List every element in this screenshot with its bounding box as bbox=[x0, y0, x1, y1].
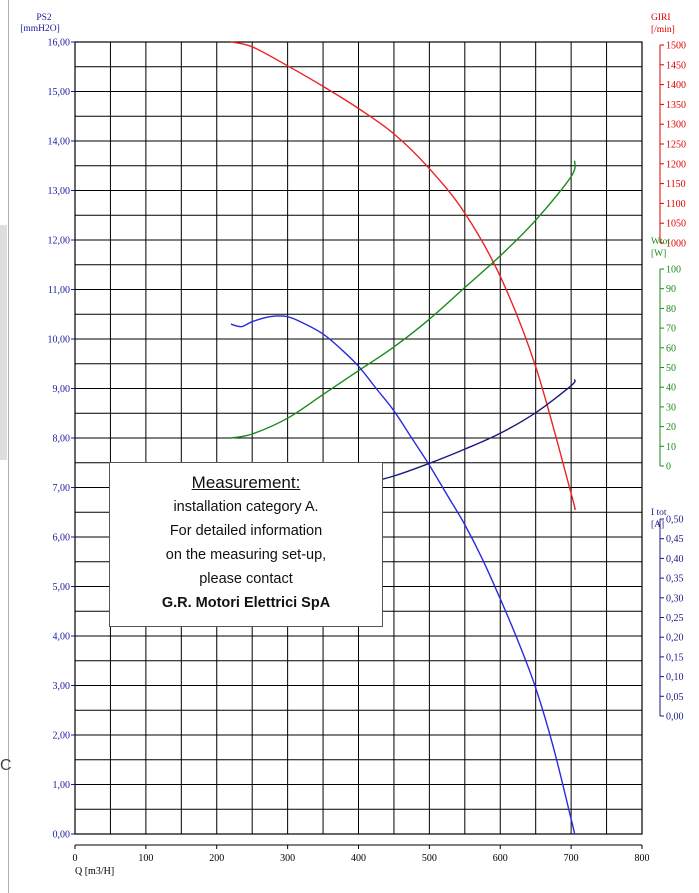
giri-tick-label: 1250 bbox=[666, 140, 686, 151]
itot-tick-label: 0,30 bbox=[666, 593, 684, 604]
wtot-tick-label: 70 bbox=[666, 324, 676, 335]
x-tick-label: 700 bbox=[564, 853, 579, 864]
note-line-3: on the measuring set-up, bbox=[165, 547, 327, 563]
giri-tick-label: 1200 bbox=[666, 159, 686, 170]
giri-tick-label: 1400 bbox=[666, 80, 686, 91]
ps2-tick-label: 15,00 bbox=[48, 87, 71, 98]
giri-series-line bbox=[230, 41, 576, 511]
wtot-tick-label: 20 bbox=[666, 422, 676, 433]
x-axis-title: Q [m3/H] bbox=[75, 866, 114, 877]
note-company: G.R. Motori Elettrici SpA bbox=[161, 595, 331, 611]
wtot-tick-label: 90 bbox=[666, 284, 676, 295]
ps2-tick-label: 2,00 bbox=[53, 731, 71, 742]
itot-tick-label: 0,20 bbox=[666, 633, 684, 644]
giri-tick-label: 1050 bbox=[666, 219, 686, 230]
wtot-tick-label: 40 bbox=[666, 383, 676, 394]
ps2-tick-label: 11,00 bbox=[48, 285, 70, 296]
x-tick-label: 200 bbox=[209, 853, 224, 864]
ps2-axis: 0,00 1,00 2,00 3,00 4,00 5,00 6,00 7,00 8,00 9,00… bbox=[20, 13, 75, 841]
ps2-tick-label: 9,00 bbox=[53, 384, 71, 395]
wtot-series-line bbox=[230, 160, 576, 439]
itot-tick-label: 0,25 bbox=[666, 613, 684, 624]
ps2-tick-label: 12,00 bbox=[48, 236, 71, 247]
ps2-tick-label: 3,00 bbox=[53, 681, 71, 692]
stray-char: C bbox=[0, 757, 12, 774]
itot-tick-label: 0,00 bbox=[666, 712, 684, 723]
itot-tick-label: 0,45 bbox=[666, 534, 684, 545]
wtot-tick-label: 60 bbox=[666, 343, 676, 354]
x-tick-label: 800 bbox=[635, 853, 650, 864]
x-tick-label: 500 bbox=[422, 853, 437, 864]
wtot-tick-label: 100 bbox=[666, 265, 681, 276]
giri-axis-title: GIRI bbox=[651, 13, 671, 23]
x-tick-label: 300 bbox=[280, 853, 295, 864]
ps2-tick-label: 0,00 bbox=[53, 830, 71, 841]
x-tick-label: 400 bbox=[351, 853, 366, 864]
giri-tick-label: 1450 bbox=[666, 60, 686, 71]
ps2-axis-title: PS2 bbox=[36, 13, 52, 23]
ps2-tick-label: 5,00 bbox=[53, 582, 71, 593]
note-line-4: please contact bbox=[199, 571, 293, 587]
note-line-2: For detailed information bbox=[169, 523, 323, 539]
right-axes: 1000105011001150120012501300135014001450… bbox=[651, 13, 686, 723]
wtot-tick-label: 30 bbox=[666, 402, 676, 413]
itot-tick-label: 0,10 bbox=[666, 672, 684, 683]
measurement-note: Measurement: installation category A. Fo… bbox=[109, 462, 383, 627]
wtot-tick-label: 10 bbox=[666, 442, 676, 453]
ps2-tick-label: 1,00 bbox=[53, 780, 71, 791]
wtot-tick-label: 80 bbox=[666, 304, 676, 315]
itot-tick-label: 0,05 bbox=[666, 692, 684, 703]
note-line-1: installation category A. bbox=[173, 499, 319, 515]
itot-tick-label: 0,50 bbox=[666, 515, 684, 526]
giri-tick-label: 1000 bbox=[666, 239, 686, 250]
left-edge-line bbox=[8, 0, 9, 893]
wtot-tick-label: 0 bbox=[666, 462, 671, 473]
ps2-tick-label: 10,00 bbox=[48, 335, 71, 346]
wtot-axis-unit: [W] bbox=[651, 249, 666, 259]
side-bar bbox=[0, 225, 7, 460]
ps2-tick-label: 14,00 bbox=[48, 137, 71, 148]
wtot-tick-label: 50 bbox=[666, 363, 676, 374]
itot-tick-label: 0,35 bbox=[666, 574, 684, 585]
ps2-tick-label: 7,00 bbox=[53, 483, 71, 494]
series-group bbox=[230, 41, 576, 835]
ps2-series-line bbox=[230, 315, 576, 835]
ps2-axis-unit: [mmH2O] bbox=[20, 24, 60, 34]
giri-tick-label: 1350 bbox=[666, 100, 686, 111]
x-tick-label: 100 bbox=[138, 853, 153, 864]
note-heading: Measurement: bbox=[191, 473, 301, 492]
ps2-tick-label: 8,00 bbox=[53, 434, 71, 445]
x-axis: 0 100 200 300 400 500 600 700 800 Q [m3/H] bbox=[73, 844, 650, 877]
x-tick-label: 600 bbox=[493, 853, 508, 864]
x-tick-label: 0 bbox=[73, 853, 78, 864]
ps2-tick-label: 16,00 bbox=[48, 38, 71, 49]
ps2-tick-label: 4,00 bbox=[53, 632, 71, 643]
chart-grid bbox=[74, 41, 643, 835]
ps2-tick-label: 13,00 bbox=[48, 186, 71, 197]
itot-tick-label: 0,40 bbox=[666, 554, 684, 565]
giri-tick-label: 1100 bbox=[666, 199, 686, 210]
itot-axis-unit: [A] bbox=[651, 520, 664, 530]
giri-tick-label: 1150 bbox=[666, 179, 686, 190]
ps2-tick-label: 6,00 bbox=[53, 533, 71, 544]
itot-tick-label: 0,15 bbox=[666, 652, 684, 663]
giri-tick-label: 1500 bbox=[666, 41, 686, 52]
giri-tick-label: 1300 bbox=[666, 120, 686, 131]
giri-axis-unit: [/min] bbox=[651, 25, 675, 35]
itot-axis-title: I tot bbox=[651, 508, 667, 518]
wtot-axis-title: Wtot bbox=[651, 237, 670, 247]
